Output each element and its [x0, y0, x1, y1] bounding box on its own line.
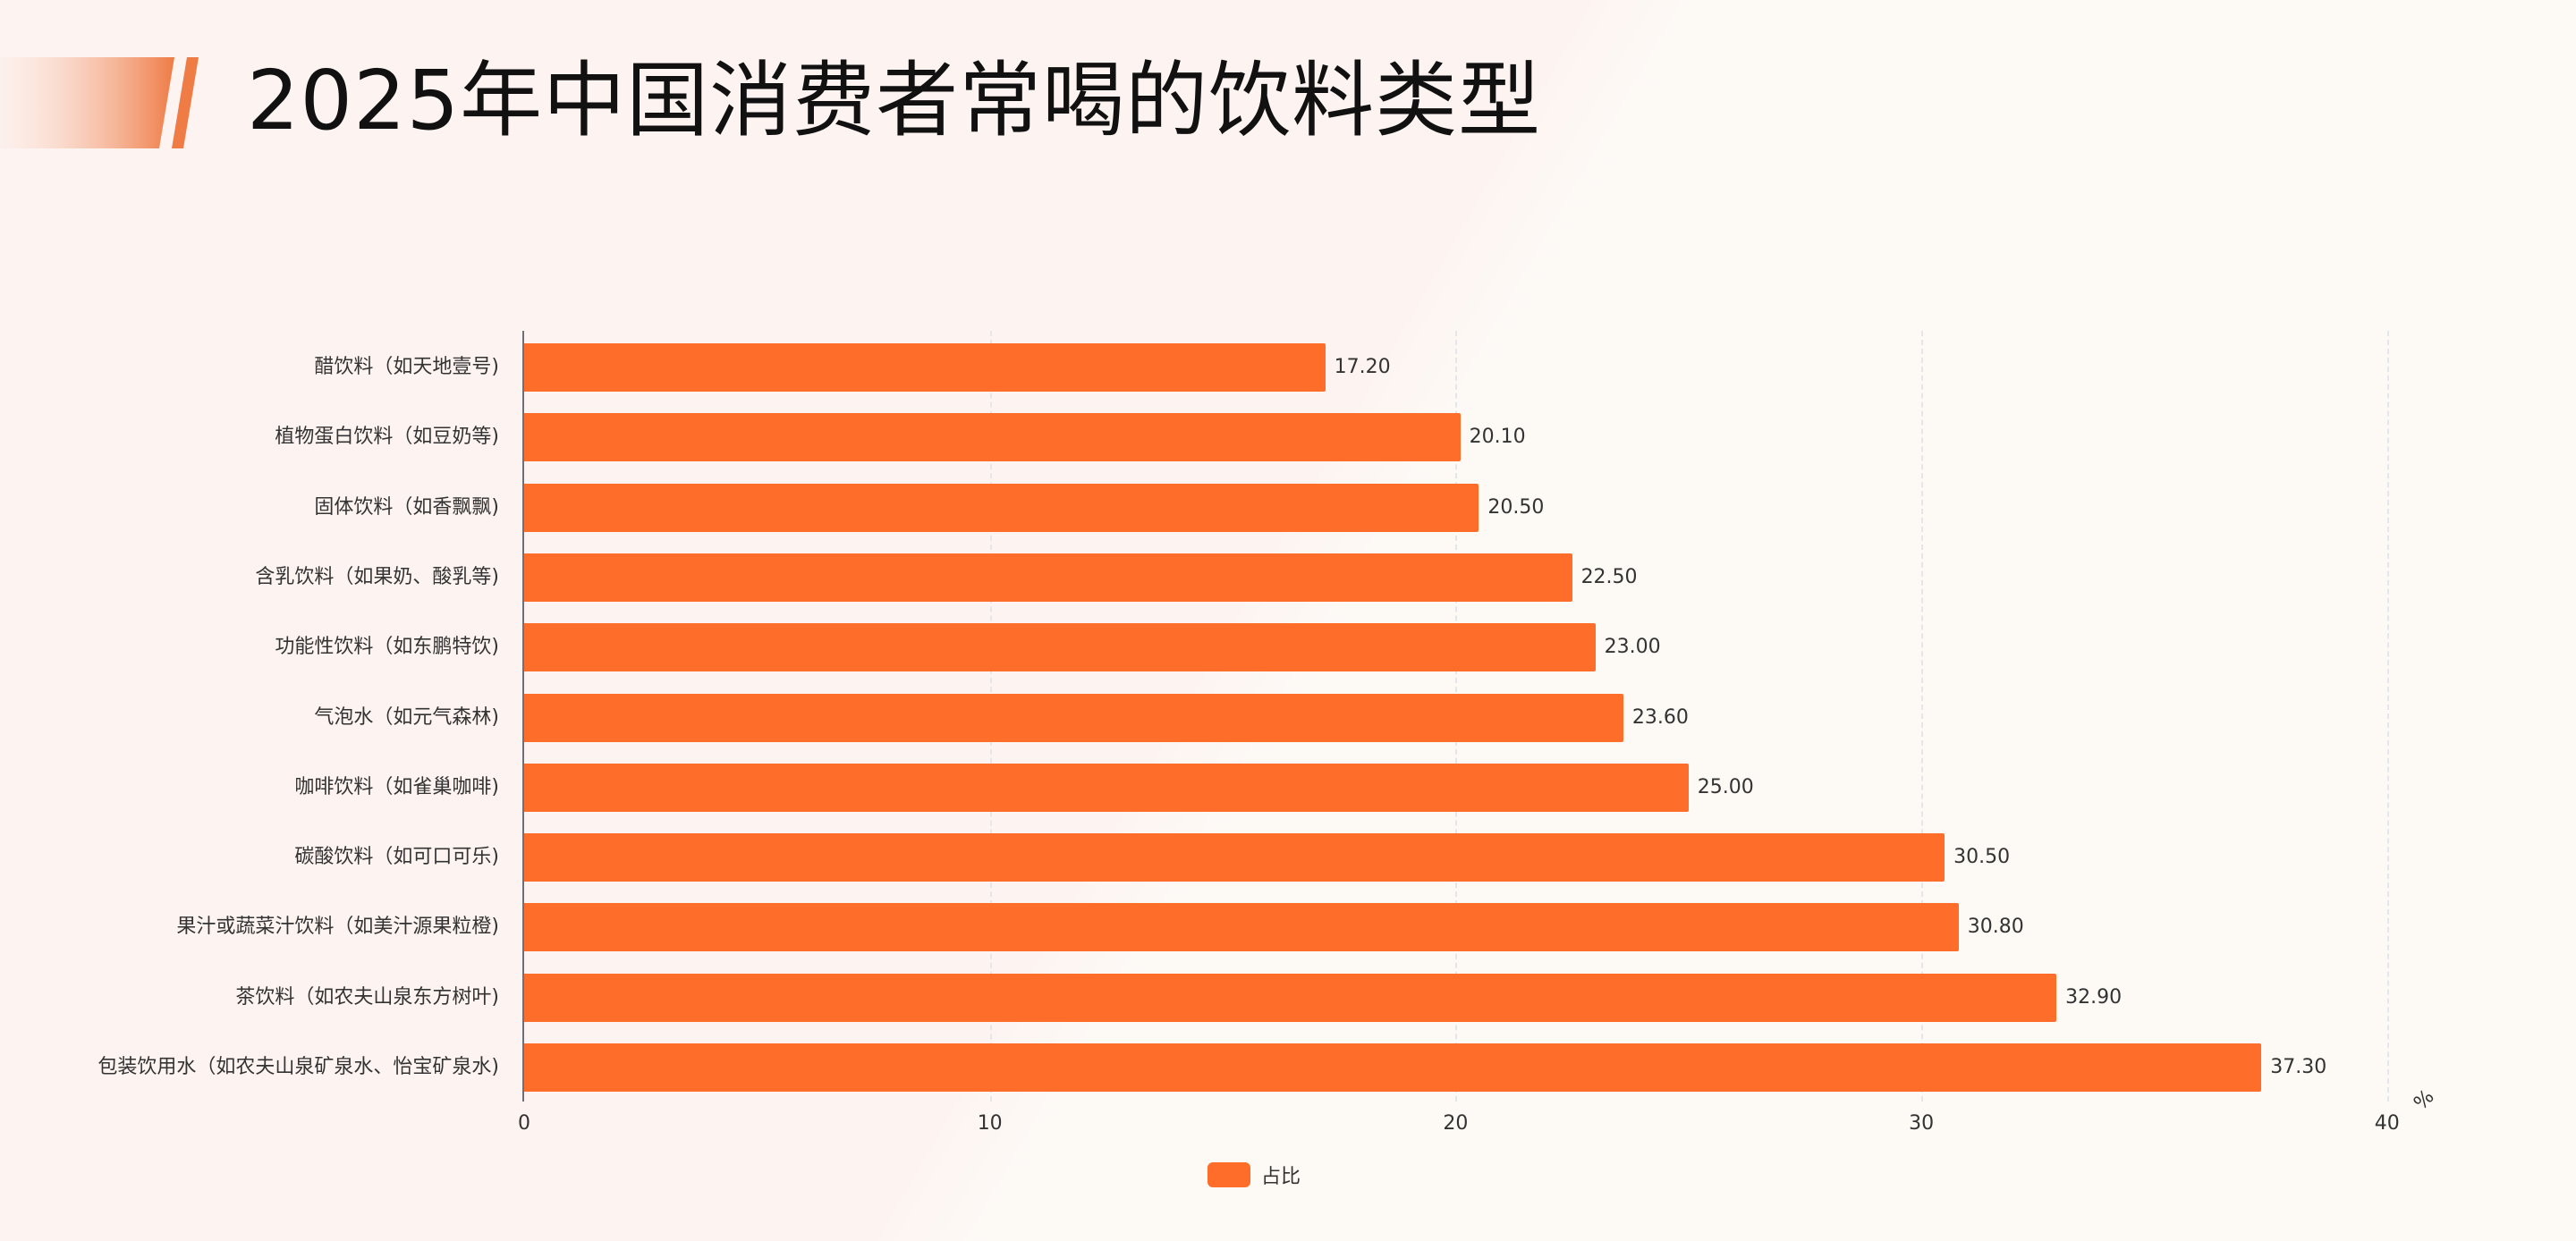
x-tick-label: 0	[518, 1112, 530, 1135]
category-label: 果汁或蔬菜汁饮料（如美汁源果粒橙)	[176, 916, 499, 939]
category-label: 茶饮料（如农夫山泉东方树叶)	[235, 985, 499, 1009]
bar[interactable]	[524, 483, 1479, 532]
category-label: 咖啡饮料（如雀巢咖啡)	[294, 775, 499, 798]
gridline	[2386, 331, 2389, 1102]
x-tick-label: 40	[2374, 1112, 2400, 1135]
bar-value-label: 30.50	[1953, 846, 2011, 869]
bar-value-label: 25.00	[1697, 775, 1754, 798]
title-decoration-icon	[0, 57, 199, 148]
category-label: 气泡水（如元气森林)	[314, 705, 499, 729]
bar[interactable]	[524, 973, 2057, 1022]
bar-value-label: 23.60	[1631, 705, 1689, 729]
category-label: 醋饮料（如天地壹号)	[314, 356, 499, 378]
bar[interactable]	[524, 623, 1596, 672]
legend-label: 占比	[1261, 1166, 1301, 1188]
bar[interactable]	[524, 833, 1945, 882]
category-label: 包装饮用水（如农夫山泉矿泉水、怡宝矿泉水)	[97, 1056, 499, 1078]
bar-value-label: 20.50	[1487, 495, 1545, 519]
bar-value-label: 37.30	[2270, 1056, 2327, 1078]
gridline	[1921, 331, 1924, 1102]
legend-swatch	[1208, 1162, 1250, 1187]
bar[interactable]	[524, 553, 1572, 602]
bar-value-label: 20.10	[1469, 426, 1526, 449]
page-title: 2025年中国消费者常喝的饮料类型	[247, 53, 1542, 148]
bar-value-label: 32.90	[2065, 985, 2123, 1009]
bar-value-label: 17.20	[1334, 356, 1391, 378]
category-label: 固体饮料（如香飘飘)	[314, 495, 499, 519]
bar-value-label: 22.50	[1580, 565, 1638, 588]
bar[interactable]	[524, 413, 1461, 462]
category-label: 碳酸饮料（如可口可乐)	[294, 846, 499, 869]
legend[interactable]: 占比	[1208, 1161, 1301, 1189]
category-label: 功能性饮料（如东鹏特饮)	[275, 636, 499, 659]
y-axis-line	[522, 331, 524, 1102]
bar[interactable]	[524, 343, 1326, 392]
x-tick-label: 10	[977, 1112, 1003, 1135]
x-tick-label: 20	[1443, 1112, 1469, 1135]
bar-value-label: 23.00	[1604, 636, 1661, 659]
bar-value-label: 30.80	[1967, 916, 2024, 939]
x-axis-unit: %	[2410, 1085, 2439, 1115]
bar[interactable]	[524, 693, 1623, 742]
category-label: 植物蛋白饮料（如豆奶等)	[275, 426, 499, 449]
category-label: 含乳饮料（如果奶、酸乳等)	[255, 565, 499, 588]
bar[interactable]	[524, 1043, 2262, 1092]
bar[interactable]	[524, 903, 1959, 952]
x-tick-label: 30	[1909, 1112, 1935, 1135]
bar[interactable]	[524, 763, 1689, 812]
